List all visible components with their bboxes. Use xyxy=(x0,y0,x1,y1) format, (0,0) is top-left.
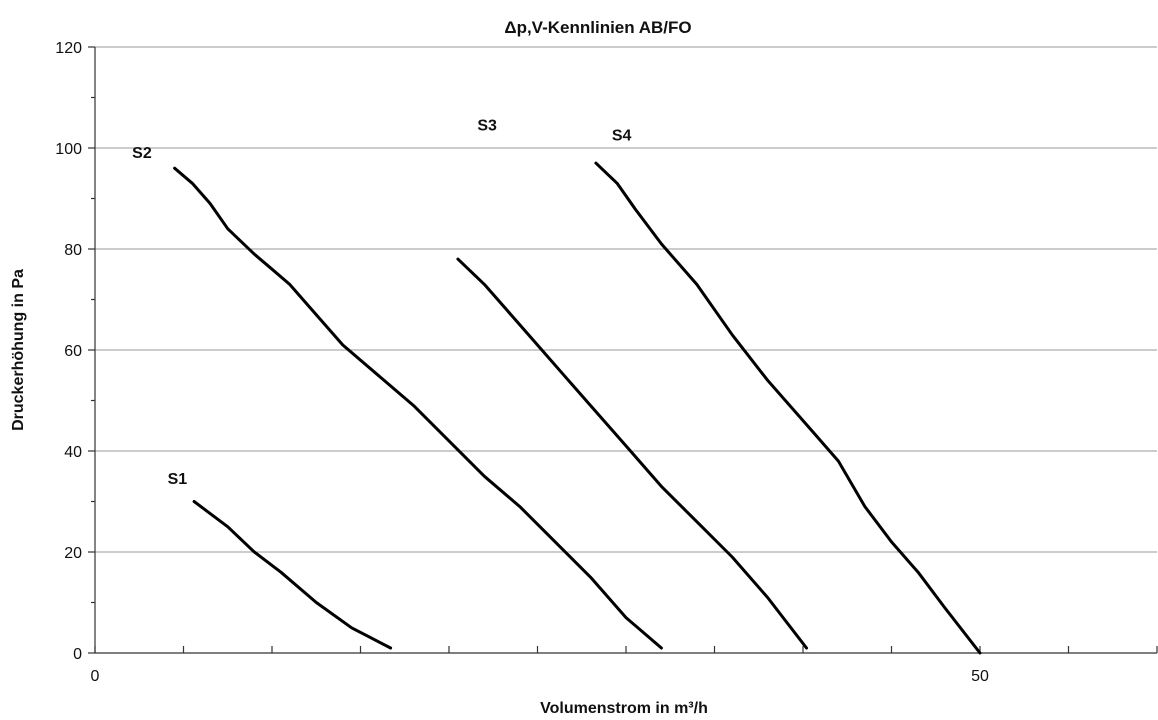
y-tick-labels: 0 20 40 60 80 100 120 xyxy=(55,40,82,663)
x-tick-label: 0 xyxy=(91,668,100,685)
y-tick-label: 80 xyxy=(64,242,82,259)
series-line-s4 xyxy=(594,161,982,655)
y-axis-title: Druckerhöhung in Pa xyxy=(10,269,27,431)
x-tick-label: 50 xyxy=(971,668,989,685)
y-tick-label: 60 xyxy=(64,343,82,360)
series-line-s3 xyxy=(456,257,808,650)
series-label-s4: S4 xyxy=(612,127,632,144)
series-labels: S1 S2 S3 S4 xyxy=(132,117,631,488)
x-axis-title: Volumenstrom in m³/h xyxy=(540,700,708,717)
x-tick-labels: 0 50 xyxy=(91,668,989,685)
series-label-s3: S3 xyxy=(477,117,497,134)
chart-title: Δp,V-Kennlinien AB/FO xyxy=(504,18,691,37)
y-tick-label: 100 xyxy=(55,141,82,158)
series-label-s1: S1 xyxy=(168,471,188,488)
series-group xyxy=(173,161,982,655)
y-tick-label: 20 xyxy=(64,545,82,562)
series-line-s2 xyxy=(173,166,663,650)
series-label-s2: S2 xyxy=(132,145,152,162)
y-tick-label: 120 xyxy=(55,40,82,57)
y-tick-label: 40 xyxy=(64,444,82,461)
series-line-s1 xyxy=(192,500,393,650)
y-tick-label: 0 xyxy=(73,646,82,663)
gridlines xyxy=(95,46,1157,553)
